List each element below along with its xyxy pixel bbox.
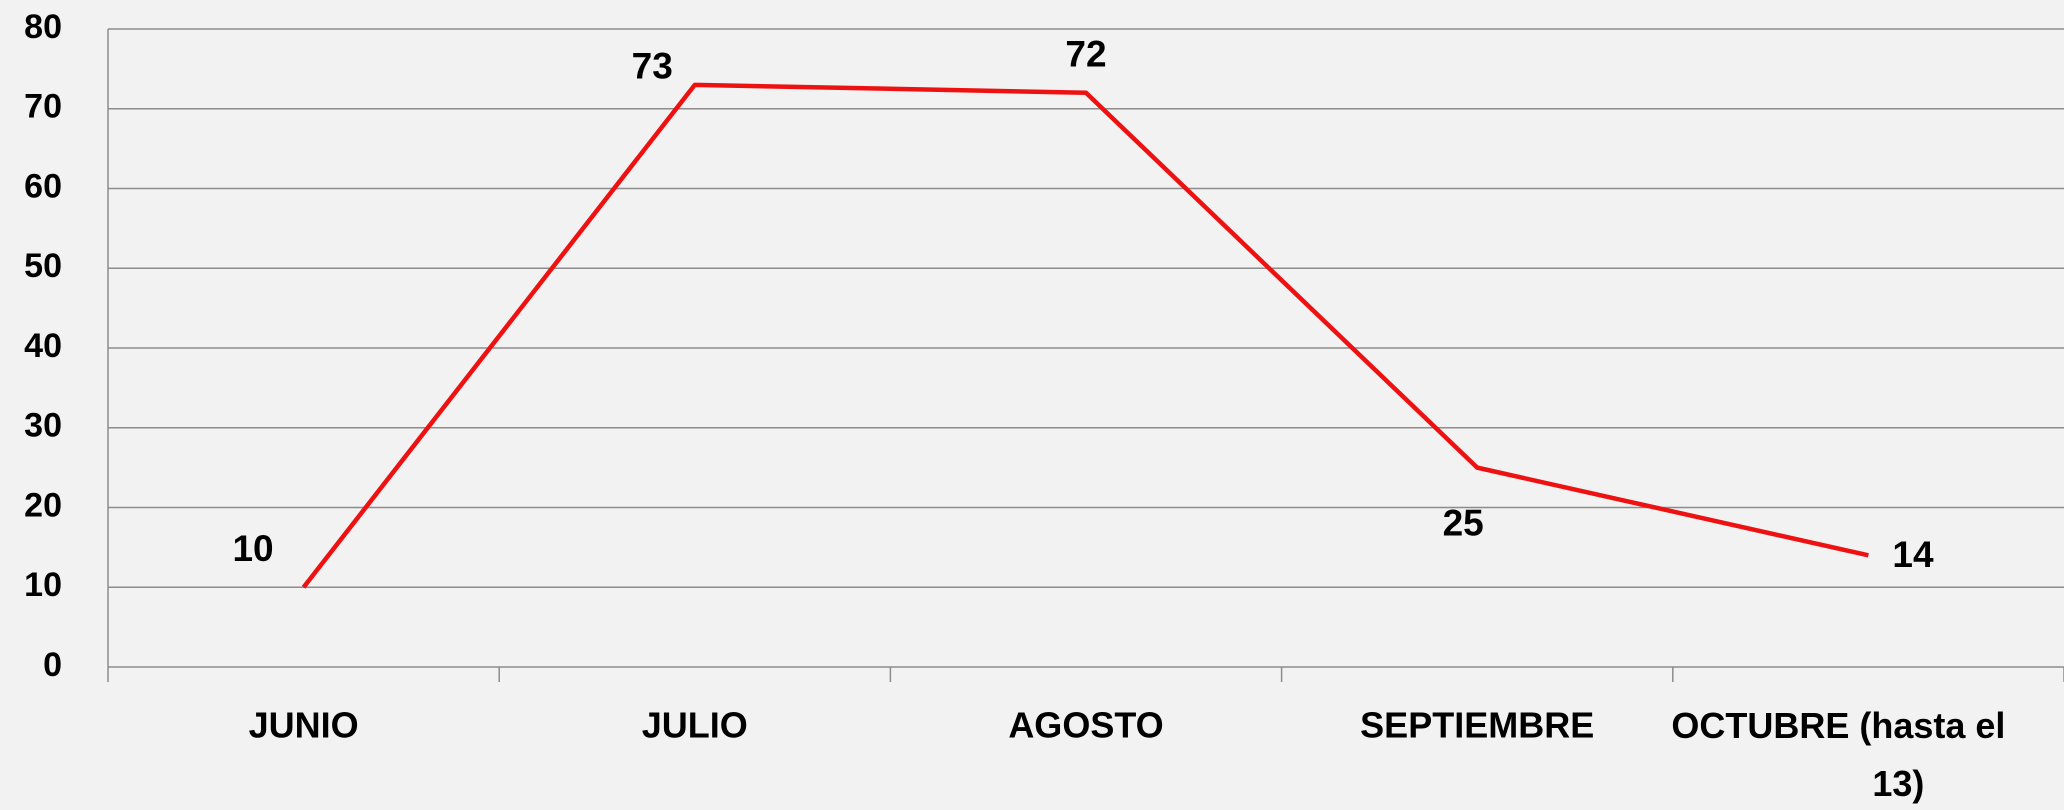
y-tick-label: 10 [24,566,62,604]
y-tick-label: 80 [24,8,62,46]
data-label: 25 [1443,502,1484,543]
y-tick-label: 60 [24,167,62,205]
data-label: 14 [1892,534,1934,575]
y-tick-label: 0 [43,646,62,684]
y-tick-label: 70 [24,88,62,126]
x-tick-label: JULIO [642,705,748,746]
x-tick-label: OCTUBRE (hasta el 13) [1671,705,2005,804]
data-label: 73 [632,46,673,87]
y-tick-label: 50 [24,247,62,285]
data-label: 72 [1065,34,1106,75]
x-tick-label: SEPTIEMBRE [1360,705,1594,746]
y-tick-label: 40 [24,327,62,365]
x-tick-label: JUNIO [249,705,359,746]
y-tick-label: 30 [24,407,62,445]
x-tick-label: AGOSTO [1008,705,1163,746]
y-tick-label: 20 [24,486,62,524]
data-label: 10 [232,528,273,569]
line-series [301,82,1869,589]
